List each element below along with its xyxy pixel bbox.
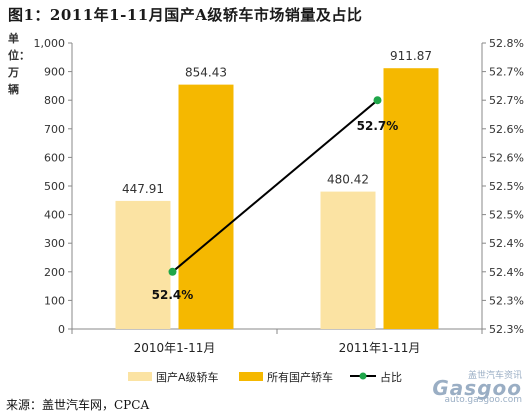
bar-1 <box>320 191 376 329</box>
legend-label: 所有国产轿车 <box>267 370 333 384</box>
y-tick-label-left: 300 <box>44 237 65 250</box>
y-tick-label-right: 52.5% <box>489 209 524 222</box>
legend-label: 占比 <box>380 370 402 384</box>
y-tick-label-right: 52.3% <box>489 294 524 307</box>
y-tick-label-left: 1,000 <box>34 37 66 50</box>
y-tick-label-left: 0 <box>58 323 65 336</box>
legend-marker <box>359 372 367 380</box>
bar-value-label: 854.43 <box>185 66 227 80</box>
share-line <box>171 99 379 273</box>
y-tick-label-left: 700 <box>44 123 65 136</box>
y-tick-label-right: 52.7% <box>489 66 524 79</box>
y-tick-label-left: 600 <box>44 151 65 164</box>
y-tick-label-right: 52.5% <box>489 180 524 193</box>
x-tick-label: 2010年1-11月 <box>134 341 216 355</box>
share-point <box>373 96 382 105</box>
y-tick-label-right: 52.7% <box>489 94 524 107</box>
y-tick-label-right: 52.6% <box>489 123 524 136</box>
legend-swatch <box>239 372 263 381</box>
legend-label: 国产A级轿车 <box>156 370 219 384</box>
bar-value-label: 911.87 <box>390 49 432 63</box>
y-tick-label-left: 800 <box>44 94 65 107</box>
y-tick-label-left: 400 <box>44 209 65 222</box>
watermark-brand: Gasgoo <box>432 376 522 400</box>
share-label: 52.7% <box>357 119 399 133</box>
y-tick-label-right: 52.8% <box>489 37 524 50</box>
y-tick-label-left: 500 <box>44 180 65 193</box>
chart-title: 图1：2011年1-11月国产A级轿车市场销量及占比 <box>8 6 363 24</box>
y-tick-label-right: 52.4% <box>489 266 524 279</box>
y-tick-label-left: 900 <box>44 66 65 79</box>
bar-value-label: 447.91 <box>122 182 164 196</box>
y-tick-label-left: 200 <box>44 266 65 279</box>
y-tick-label-right: 52.6% <box>489 151 524 164</box>
watermark-url: auto.gasgoo.com <box>444 395 522 405</box>
watermark-cn: 盖世汽车资讯 <box>467 371 522 381</box>
bar-2 <box>178 84 234 329</box>
source-note: 来源：盖世汽车网，CPCA <box>6 398 150 412</box>
y-tick-label-left: 100 <box>44 294 65 307</box>
share-point <box>168 267 177 276</box>
bar-1 <box>115 200 171 329</box>
bar-value-label: 480.42 <box>327 173 369 187</box>
y-tick-label-right: 52.3% <box>489 323 524 336</box>
bar-2 <box>383 68 439 330</box>
x-tick-label: 2011年1-11月 <box>339 341 421 355</box>
y-tick-label-right: 52.4% <box>489 237 524 250</box>
legend-swatch <box>128 372 152 381</box>
share-label: 52.4% <box>152 288 194 302</box>
watermark-logo: 盖世汽车资讯 Gasgoo auto.gasgoo.com <box>432 370 522 406</box>
